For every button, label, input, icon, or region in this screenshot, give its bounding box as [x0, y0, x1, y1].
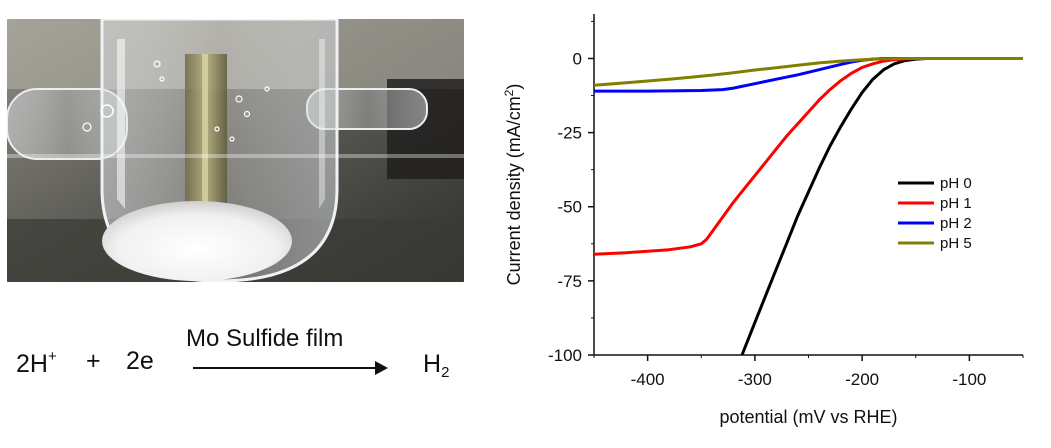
- reactant-base: 2H: [16, 350, 48, 378]
- series-line-ph-5: [594, 57, 1023, 87]
- product-subscript: 2: [441, 364, 450, 381]
- reaction-arrow-icon: [193, 361, 388, 375]
- cell-photo-illustration: [7, 19, 464, 282]
- y-tick-label: -75: [557, 272, 582, 291]
- y-axis-label-end: ): [504, 84, 524, 90]
- y-axis-label-superscript: 2: [502, 89, 516, 96]
- equation-catalyst-label: Mo Sulfide film: [186, 325, 344, 352]
- x-axis-label: potential (mV vs RHE): [719, 407, 897, 427]
- x-tick-label: -400: [631, 370, 665, 389]
- chart-series: [594, 57, 1023, 355]
- equation-product: H2: [423, 350, 450, 381]
- y-tick-label: -100: [548, 346, 582, 365]
- electrochemical-cell-photo: [7, 19, 464, 282]
- y-axis-label: Current density (mA/cm2): [502, 84, 524, 286]
- product-base: H: [423, 350, 442, 378]
- chart-legend: pH 0 pH 1 pH 2 pH 5: [898, 175, 972, 252]
- legend-label: pH 2: [940, 215, 972, 232]
- x-tick-label: -100: [952, 370, 986, 389]
- y-tick-label: 0: [573, 49, 582, 68]
- legend-label: pH 0: [940, 175, 972, 192]
- y-tick-label: -25: [557, 124, 582, 143]
- polarization-chart: 0-25-50-75-100-400 -300 -200 -100 pH 0pH 1p…: [502, 14, 1024, 427]
- x-tick-label: -200: [845, 370, 879, 389]
- x-tick-label: -300: [738, 370, 772, 389]
- y-tick-label: -50: [557, 198, 582, 217]
- series-line-ph-0: [740, 57, 1023, 355]
- series-line-ph-1: [594, 57, 1023, 256]
- legend-label: pH 1: [940, 195, 972, 212]
- equation-electrons: 2e: [126, 347, 154, 375]
- chart-axes: 0 -25 -50 -75 -100 -400 -300 -200 -100: [548, 14, 1024, 389]
- equation-plus: +: [86, 347, 101, 375]
- legend-label: pH 5: [940, 235, 972, 252]
- equation-reactant: 2H+: [16, 349, 57, 377]
- reactant-charge: +: [47, 348, 57, 365]
- y-axis-label-main: Current density (mA/cm: [504, 96, 524, 285]
